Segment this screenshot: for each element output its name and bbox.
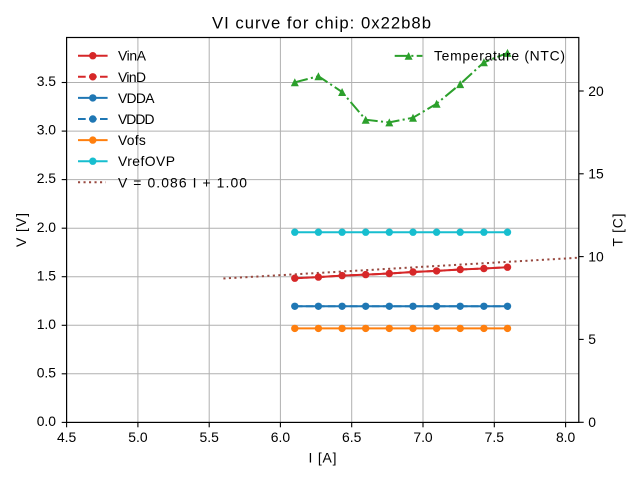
svg-text:2.0: 2.0	[37, 219, 57, 235]
svg-text:15: 15	[588, 166, 604, 182]
svg-text:1.0: 1.0	[37, 316, 57, 332]
svg-text:0.0: 0.0	[37, 413, 57, 429]
svg-text:VrefOVP: VrefOVP	[118, 153, 175, 169]
svg-text:20: 20	[588, 83, 604, 99]
svg-text:V [V]: V [V]	[13, 213, 29, 247]
svg-text:0: 0	[588, 414, 596, 430]
svg-text:0.5: 0.5	[37, 364, 57, 380]
svg-text:2.5: 2.5	[37, 170, 57, 186]
svg-text:Temperature (NTC): Temperature (NTC)	[434, 48, 565, 64]
svg-text:I [A]: I [A]	[309, 449, 337, 465]
svg-text:VDDD: VDDD	[118, 111, 155, 127]
svg-text:VinA: VinA	[118, 48, 147, 64]
svg-text:7.0: 7.0	[413, 429, 433, 445]
svg-text:5.0: 5.0	[128, 429, 148, 445]
svg-text:VI curve for chip: 0x22b8b: VI curve for chip: 0x22b8b	[212, 14, 431, 33]
svg-text:VinD: VinD	[118, 69, 146, 85]
svg-text:6.0: 6.0	[271, 429, 291, 445]
svg-text:5: 5	[588, 331, 596, 347]
svg-text:6.5: 6.5	[342, 429, 362, 445]
svg-text:V = 0.086 I + 1.00: V = 0.086 I + 1.00	[118, 174, 247, 190]
svg-text:7.5: 7.5	[485, 429, 505, 445]
svg-text:5.5: 5.5	[200, 429, 220, 445]
svg-text:3.5: 3.5	[37, 73, 57, 89]
svg-text:4.5: 4.5	[57, 429, 77, 445]
svg-text:10: 10	[588, 248, 604, 264]
svg-text:T [C]: T [C]	[610, 214, 626, 247]
svg-text:VDDA: VDDA	[118, 90, 155, 106]
svg-text:8.0: 8.0	[556, 429, 576, 445]
svg-text:1.5: 1.5	[37, 267, 57, 283]
svg-text:Vofs: Vofs	[118, 132, 146, 148]
svg-text:3.0: 3.0	[37, 122, 57, 138]
